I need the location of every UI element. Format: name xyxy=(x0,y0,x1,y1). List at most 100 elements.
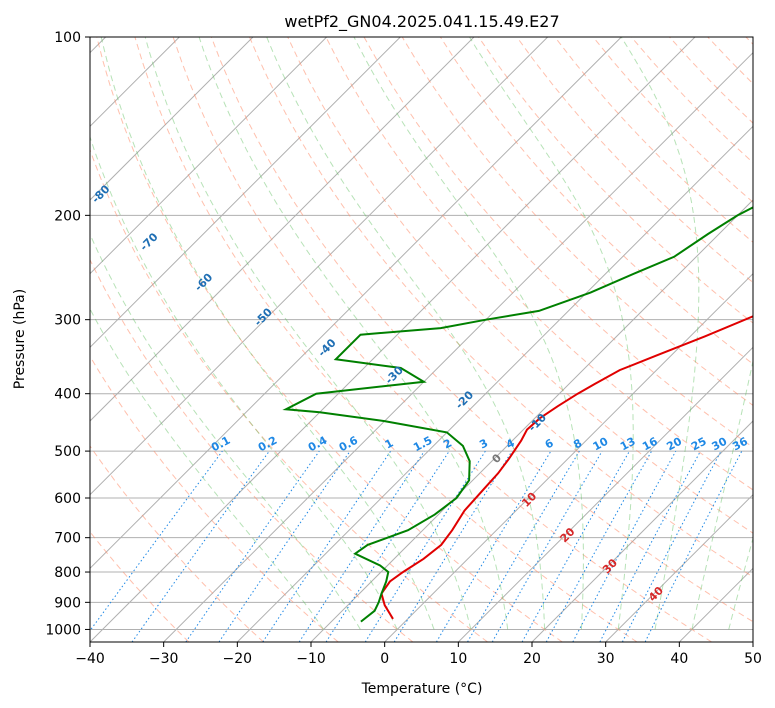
y-tick-label: 100 xyxy=(54,30,81,46)
moist-adiabat xyxy=(266,37,546,630)
dry-adiabat-label: -100 xyxy=(21,44,50,73)
isotherm-line xyxy=(678,567,753,642)
x-tick-label: 20 xyxy=(523,651,541,667)
mixing-ratio-label: 36 xyxy=(730,435,750,454)
axes: −40 −30 −20 −10 0 10 20 30 40 5010020030040050060… xyxy=(45,30,762,667)
mixing-ratio-line xyxy=(572,450,677,642)
mixing-ratio-label: 13 xyxy=(618,435,638,454)
y-tick-label: 200 xyxy=(54,208,81,224)
mixing-ratio-line xyxy=(435,450,552,642)
moist-adiabat-label: 30 xyxy=(600,556,620,576)
isotherm-line xyxy=(384,272,753,642)
dry-adiabat xyxy=(669,37,753,124)
dry-adiabat-label: -90 xyxy=(50,124,73,147)
dry-adiabat xyxy=(745,37,753,45)
mixing-ratio-line xyxy=(218,450,351,642)
dry-adiabat xyxy=(592,37,753,203)
moist-adiabat xyxy=(620,37,700,630)
moist-adiabat xyxy=(353,37,584,630)
mixing-ratio-line xyxy=(599,450,701,642)
moist-adiabat xyxy=(469,37,634,630)
moist-adiabat-label: 20 xyxy=(558,525,578,545)
x-tick-label: 10 xyxy=(449,651,467,667)
moist-adiabat xyxy=(90,232,361,630)
dry-adiabat-label: -50 xyxy=(252,305,275,328)
moist-adiabat xyxy=(90,308,324,630)
x-tick-label: 50 xyxy=(744,651,762,667)
isotherm-line xyxy=(90,37,622,570)
dry-adiabat-label: -20 xyxy=(453,388,476,411)
y-tick-label: 600 xyxy=(54,491,81,507)
dry-adiabat xyxy=(478,37,753,324)
mixing-ratio-label: 6 xyxy=(543,436,556,451)
dry-adiabat xyxy=(287,37,753,534)
isotherm-line xyxy=(457,346,753,642)
y-tick-label: 900 xyxy=(54,595,81,611)
dry-adiabat xyxy=(134,37,638,642)
mixing-ratio-line xyxy=(521,450,630,642)
mixing-ratio-label: 25 xyxy=(689,435,709,454)
mixing-ratio-label: 10 xyxy=(591,435,611,454)
isotherm-line xyxy=(531,420,753,642)
mixing-ratio-line xyxy=(90,450,223,632)
x-axis-label: Temperature (°C) xyxy=(361,681,483,697)
chart-title: wetPf2_GN04.2025.041.15.49.E27 xyxy=(284,12,559,32)
x-tick-label: −20 xyxy=(223,651,253,667)
isotherm-line xyxy=(752,641,753,642)
y-tick-label: 500 xyxy=(54,444,81,460)
isotherm-line xyxy=(90,37,475,422)
mixing-ratio-line xyxy=(262,450,392,642)
moist-adiabat xyxy=(691,358,753,630)
dry-adiabat xyxy=(90,531,190,642)
dry-adiabat xyxy=(707,37,753,85)
isotherm-line xyxy=(605,493,753,642)
curve-labels: 0.1 0.2 0.4 0.6 1 1.5 2 3 4 6 8 10 13 16 20 25 30 36-100-… xyxy=(21,44,750,604)
dry-adiabat xyxy=(210,37,753,623)
y-tick-label: 400 xyxy=(54,387,81,403)
x-tick-label: −10 xyxy=(296,651,326,667)
mixing-ratio-label: 30 xyxy=(710,435,730,454)
x-tick-label: 0 xyxy=(380,651,389,667)
y-tick-label: 700 xyxy=(54,531,81,547)
mixing-ratio-line xyxy=(131,450,270,642)
mixing-ratio-line xyxy=(364,450,486,642)
y-tick-label: 800 xyxy=(54,565,81,581)
dry-adiabat xyxy=(96,37,563,642)
isotherm-line xyxy=(310,199,753,642)
isotherm-line xyxy=(90,37,696,642)
mixing-ratio-label: 16 xyxy=(640,435,660,454)
mixing-ratio-line xyxy=(185,450,320,642)
moist-adiabat xyxy=(90,135,398,630)
dry-adiabat xyxy=(90,355,339,642)
mixing-ratio-line xyxy=(393,450,513,642)
isotherm-line xyxy=(90,37,328,275)
x-tick-label: −30 xyxy=(149,651,179,667)
dry-adiabat xyxy=(325,37,753,491)
moist-adiabat xyxy=(728,536,753,630)
y-tick-label: 1000 xyxy=(45,622,81,638)
dry-adiabat xyxy=(90,445,264,642)
dry-adiabat xyxy=(172,37,712,642)
mixing-ratio-line xyxy=(325,450,450,642)
dry-adiabat-label: -70 xyxy=(137,230,160,253)
x-tick-label: 40 xyxy=(670,651,688,667)
moist-adiabat-label: 10 xyxy=(519,490,539,510)
isotherm-line xyxy=(90,37,549,496)
mixing-ratio-label: 3 xyxy=(477,436,490,451)
profile-series xyxy=(282,206,753,623)
moist-adiabat-label: 0 xyxy=(489,451,504,466)
mixing-ratio-label: 20 xyxy=(664,435,684,454)
background-lines xyxy=(90,37,753,642)
dry-adiabat xyxy=(516,37,753,284)
isotherm-line xyxy=(163,51,753,642)
mixing-ratio-line xyxy=(298,450,425,642)
isotherm-line xyxy=(90,37,254,201)
dry-adiabat xyxy=(90,258,414,642)
dry-adiabat-label: -80 xyxy=(89,182,112,205)
isotherm-line xyxy=(236,125,753,642)
x-tick-label: −40 xyxy=(75,651,105,667)
mixing-ratio-line xyxy=(545,450,653,642)
temperature-profile xyxy=(380,315,753,620)
plot-frame xyxy=(89,36,754,643)
mixing-ratio-label: 2 xyxy=(441,436,454,451)
